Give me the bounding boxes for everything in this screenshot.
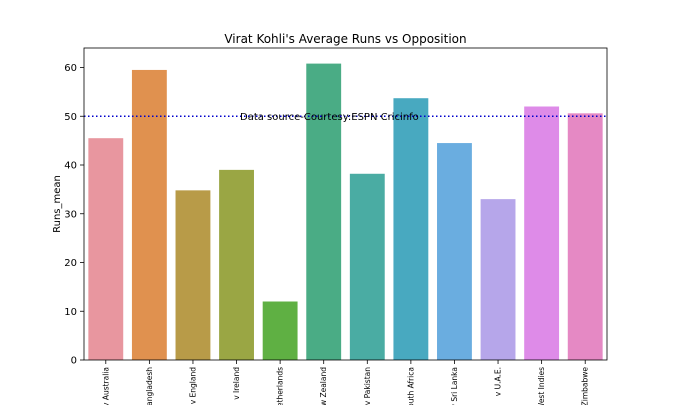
y-axis: 0 10 20 30 40 50 60 — [64, 63, 84, 367]
bar-5 — [306, 63, 342, 360]
x-tick-label: v Bangladesh — [145, 367, 154, 405]
bar-10 — [524, 106, 560, 360]
x-tick-label: v Pakistan — [363, 367, 372, 405]
x-tick-label: v U.A.E. — [494, 367, 503, 396]
bar-1 — [131, 69, 167, 360]
chart-title: Virat Kohli's Average Runs vs Opposition — [224, 32, 466, 46]
y-tick-label: 30 — [64, 209, 77, 220]
x-tick-label: v Australia — [101, 367, 110, 405]
bar-9 — [480, 199, 516, 360]
bar-6 — [349, 173, 385, 360]
x-tick-label: v West Indies — [537, 367, 546, 405]
data-source-annotation: Data source-Courtesy:ESPN Cricinfo — [240, 112, 419, 123]
x-tick-label: v Zimbabwe — [581, 367, 590, 405]
x-tick-label: v New Zealand — [319, 367, 328, 405]
bar-2 — [175, 190, 211, 360]
y-tick-label: 0 — [71, 356, 77, 367]
y-tick-label: 50 — [64, 112, 77, 123]
y-tick-label: 20 — [64, 258, 77, 269]
x-axis: v Australia v Bangladesh v England v Irelan… — [101, 360, 590, 405]
bar-4 — [262, 301, 298, 360]
bars-group — [88, 63, 603, 361]
y-tick-label: 10 — [64, 307, 77, 318]
y-axis-title: Runs_mean — [52, 175, 63, 233]
bar-7 — [393, 98, 429, 361]
y-tick-label: 60 — [64, 63, 77, 74]
bar-11 — [567, 113, 603, 360]
x-tick-label: v Ireland — [232, 367, 241, 400]
x-tick-label: v Netherlands — [276, 367, 285, 405]
y-tick-label: 40 — [64, 161, 77, 172]
bar-8 — [437, 143, 472, 360]
x-tick-label: v England — [188, 367, 197, 405]
bar-3 — [219, 169, 254, 360]
plot-frame — [83, 47, 608, 361]
x-tick-label: v Sri Lanka — [450, 367, 459, 405]
x-tick-label: v South Africa — [406, 367, 415, 405]
bar-0 — [88, 138, 124, 360]
